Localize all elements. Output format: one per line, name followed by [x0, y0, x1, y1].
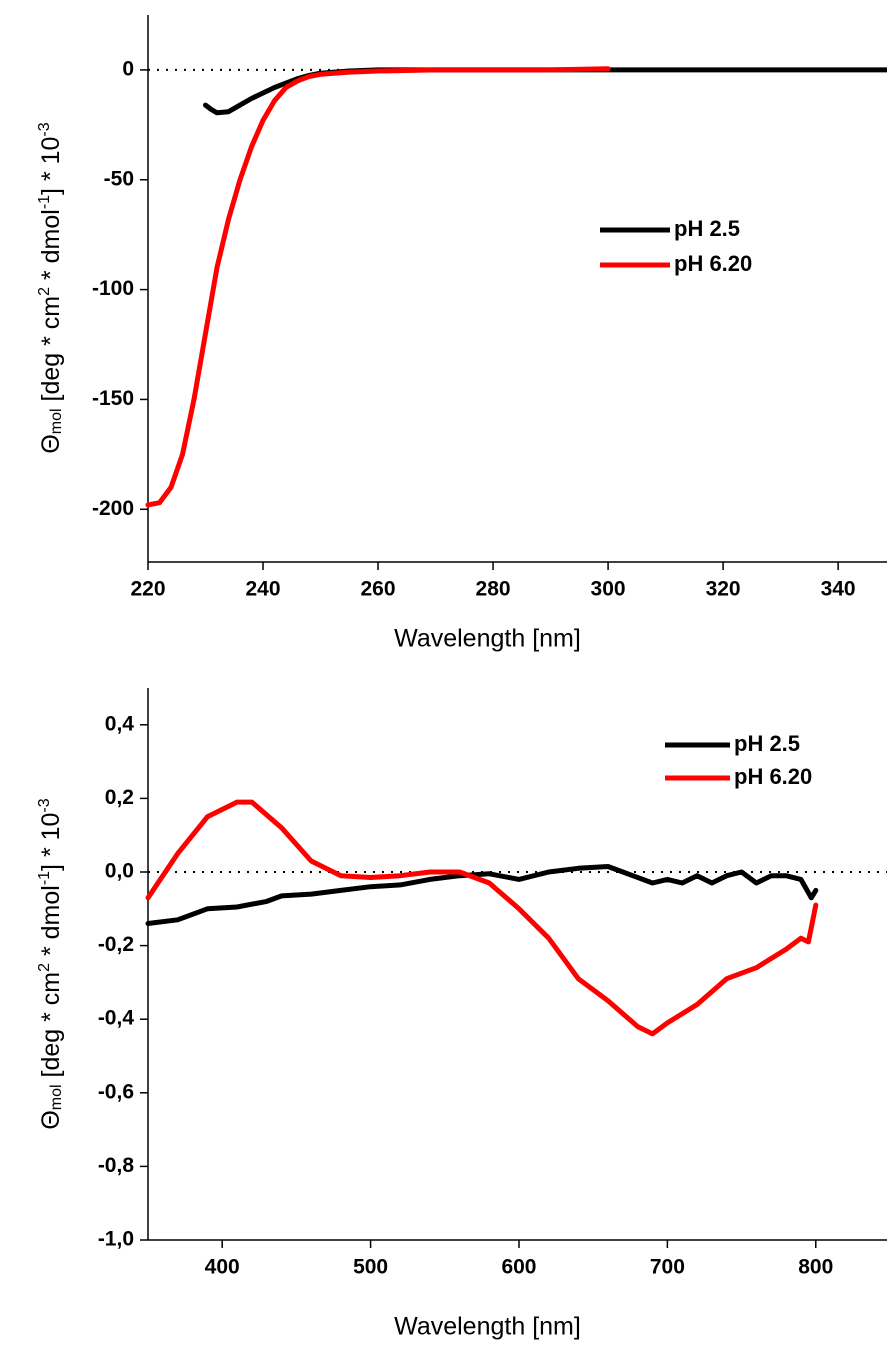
y-axis-title-part: * dmol: [37, 209, 65, 287]
y-tick-label: -200: [92, 497, 134, 520]
y-axis-title-part: mol: [48, 408, 65, 434]
y-axis-title-part: Θ: [37, 434, 65, 453]
legend-label: pH 2.5: [674, 216, 740, 241]
data-line: [145, 864, 819, 926]
legend-label: pH 6.20: [674, 251, 752, 276]
y-tick-label: -100: [92, 277, 134, 300]
x-tick-label: 600: [501, 1256, 536, 1279]
y-tick-label: -0,8: [98, 1154, 135, 1177]
y-axis-title-part: 2: [36, 963, 53, 972]
x-tick-label: 300: [591, 578, 626, 601]
x-tick-label: 320: [706, 578, 741, 601]
x-tick-label: 400: [205, 1256, 240, 1279]
y-tick-label: -50: [104, 167, 134, 190]
legend-label: pH 2.5: [734, 731, 800, 756]
y-tick-label: 0: [122, 57, 134, 80]
data-line: [145, 799, 819, 1037]
y-tick-label: 0,4: [105, 712, 135, 735]
x-tick-label: 280: [476, 578, 511, 601]
y-axis-title-part: [deg * cm: [37, 296, 65, 409]
y-axis-title-part: ] * 10: [37, 137, 65, 195]
y-axis-title-part: mol: [48, 1084, 65, 1110]
y-tick-label: -0,6: [98, 1080, 134, 1103]
x-tick-label: 340: [821, 578, 856, 601]
x-tick-label: 800: [798, 1256, 833, 1279]
y-axis-title-part: -1: [36, 871, 53, 885]
x-tick-label: 700: [650, 1256, 685, 1279]
y-axis-title-part: * dmol: [37, 885, 65, 963]
x-axis-title: Wavelength [nm]: [394, 625, 581, 653]
y-axis-title-part: -3: [36, 798, 53, 812]
y-axis-title-part: -1: [36, 195, 53, 209]
y-axis-title-part: -3: [36, 122, 53, 136]
y-tick-label: -0,2: [98, 933, 134, 956]
x-tick-label: 240: [245, 578, 280, 601]
y-tick-label: 0,2: [105, 786, 134, 809]
y-axis-title: Θmol [deg * cm2 * dmol-1] * 10-3: [36, 122, 65, 453]
y-axis-title-part: 2: [36, 287, 53, 296]
x-axis-title: Wavelength [nm]: [394, 1313, 581, 1341]
x-tick-label: 260: [361, 578, 396, 601]
y-axis-title-part: [deg * cm: [37, 972, 65, 1085]
data-line: [145, 66, 611, 508]
y-axis-title: Θmol [deg * cm2 * dmol-1] * 10-3: [36, 798, 65, 1129]
y-tick-label: -150: [92, 387, 134, 410]
x-tick-label: 500: [353, 1256, 388, 1279]
y-axis-title-part: ] * 10: [37, 813, 65, 871]
y-tick-label: 0,0: [105, 860, 134, 883]
y-tick-label: -0,4: [98, 1007, 135, 1030]
y-axis-title-part: Θ: [37, 1110, 65, 1129]
y-tick-label: -1,0: [98, 1228, 134, 1251]
x-tick-label: 220: [130, 578, 165, 601]
legend-label: pH 6.20: [734, 764, 812, 789]
